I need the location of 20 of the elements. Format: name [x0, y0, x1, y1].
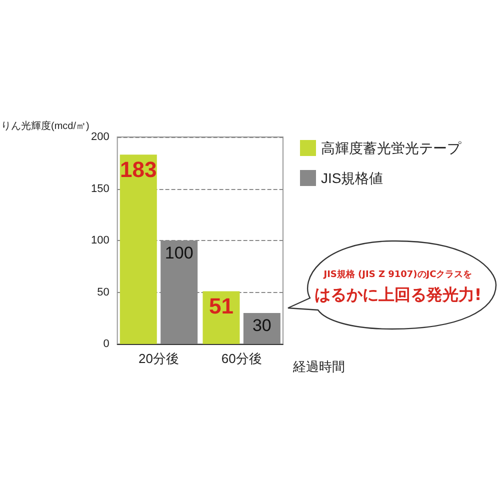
x-axis-title: 経過時間 — [292, 359, 345, 374]
legend-label: JIS規格値 — [321, 170, 384, 186]
data-label: 30 — [252, 316, 272, 335]
legend-label: 高輝度蓄光蛍光テープ — [321, 140, 462, 156]
bar — [202, 291, 240, 344]
y-tick-label: 150 — [90, 182, 110, 195]
y-tick-label: 100 — [90, 234, 110, 246]
y-tick-label: 0 — [103, 338, 110, 350]
data-label: 183 — [120, 157, 157, 182]
bar — [120, 154, 157, 344]
text: JIS規格 (JIS Z 9107)のJCクラスを — [322, 268, 474, 281]
text: はるかに上回る発光力! — [313, 285, 483, 306]
x-tick-label: 20分後 — [138, 351, 179, 366]
y-tick-label: 50 — [97, 286, 110, 298]
x-tick-label: 60分後 — [221, 351, 262, 366]
data-label: 100 — [164, 244, 194, 262]
bar — [243, 312, 280, 344]
data-label: 51 — [208, 294, 234, 319]
y-axis-title: りん光輝度(mcd/㎡) — [0, 120, 90, 132]
y-tick-label: 200 — [90, 131, 110, 143]
